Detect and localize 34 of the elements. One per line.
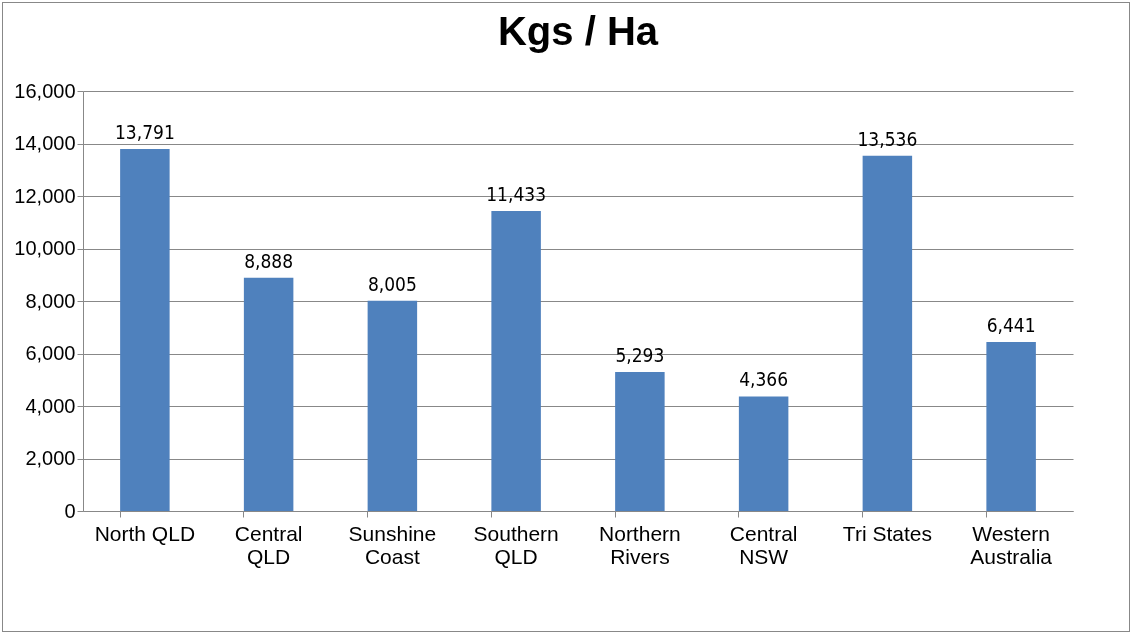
y-tick-label: 2,000: [25, 447, 76, 469]
bar: [738, 396, 789, 511]
data-label: 5,293: [615, 344, 665, 367]
x-tick-label: Tri States: [842, 521, 932, 545]
bar: [615, 372, 665, 511]
x-tick-label: Sunshine Coast: [348, 521, 437, 568]
y-tick-label: 8,000: [25, 289, 76, 312]
x-tick-label: Western Australia: [970, 521, 1053, 568]
x-tick-label: Southern QLD: [473, 521, 559, 568]
x-tick-label: Central NSW: [729, 521, 798, 568]
y-tick-label: 12,000: [14, 184, 76, 207]
data-label: 13,536: [857, 127, 918, 150]
y-tick-label: 6,000: [25, 342, 76, 364]
y-tick-label: 10,000: [14, 237, 76, 259]
data-label: 13,791: [114, 120, 175, 143]
data-label: 8,005: [367, 272, 417, 295]
y-tick-label: 16,000: [14, 79, 76, 102]
bar: [986, 341, 1036, 511]
data-label: 8,888: [244, 249, 294, 272]
chart-title: Kgs / Ha: [497, 9, 659, 53]
y-tick-label: 0: [64, 499, 76, 522]
data-label: 6,441: [986, 313, 1036, 336]
x-tick-label: North QLD: [94, 521, 196, 545]
y-tick-label: 4,000: [25, 394, 76, 417]
bar: [243, 277, 294, 511]
bar: [367, 300, 418, 511]
data-label: 11,433: [486, 182, 547, 205]
x-tick-label: Northern Rivers: [599, 521, 681, 568]
bar: [491, 210, 541, 511]
bar: [862, 155, 913, 511]
data-label: 4,366: [739, 368, 789, 391]
y-tick-label: 14,000: [14, 132, 76, 154]
bar: [120, 148, 170, 511]
x-tick-label: Central QLD: [234, 521, 303, 568]
